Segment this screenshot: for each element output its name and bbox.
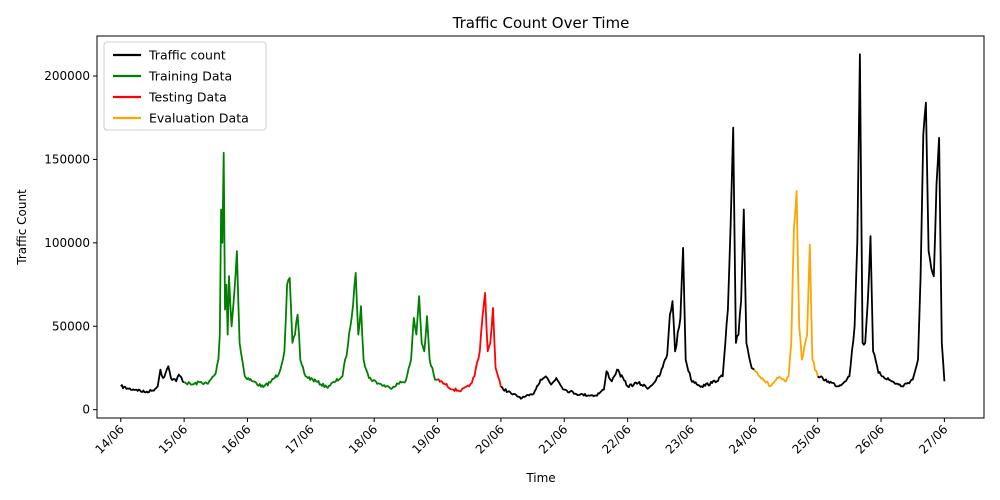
series-line-traffic-count-5: [817, 53, 946, 388]
x-axis: 14/06 15/06 16/06 17/06 18/06 19/06 20/06 21/06…: [93, 418, 951, 457]
x-tick-label: 15/06: [156, 422, 190, 456]
y-tick-label: 150000: [44, 152, 90, 166]
y-axis: 0 50000 100000 150000 200000: [44, 69, 97, 417]
y-tick-label: 50000: [52, 319, 90, 333]
legend-label: Evaluation Data: [149, 111, 249, 126]
x-tick-label: 26/06: [853, 422, 887, 456]
series-line-traffic-count-3: [500, 126, 755, 400]
x-tick-label: 19/06: [409, 422, 443, 456]
y-tick-label: 200000: [44, 69, 90, 83]
series-line-traffic-count-0: [120, 365, 185, 394]
legend-label: Testing Data: [148, 90, 227, 105]
x-tick-label: 22/06: [599, 422, 633, 456]
legend-label: Training Data: [148, 69, 232, 84]
x-tick-label: 14/06: [93, 422, 127, 456]
legend: Traffic count Training Data Testing Data Ev…: [103, 41, 267, 131]
chart-title: Traffic Count Over Time: [452, 14, 630, 32]
legend-box: [103, 41, 267, 131]
x-axis-title: Time: [525, 471, 555, 485]
x-tick-label: 20/06: [473, 422, 507, 456]
series-layer: [120, 53, 946, 400]
series-line-testing-data-2: [437, 292, 502, 393]
x-tick-label: 17/06: [283, 422, 317, 456]
x-tick-label: 21/06: [536, 422, 570, 456]
series-line-evaluation-data-4: [753, 190, 819, 388]
x-tick-label: 27/06: [916, 422, 950, 456]
y-tick-label: 0: [82, 403, 90, 417]
plot-frame: [96, 35, 985, 419]
x-tick-label: 18/06: [346, 422, 380, 456]
x-tick-label: 24/06: [726, 422, 760, 456]
x-tick-label: 23/06: [663, 422, 697, 456]
series-line-training-data-1: [183, 151, 438, 390]
y-tick-label: 100000: [44, 236, 90, 250]
y-axis-title: Traffic Count: [15, 189, 29, 266]
x-tick-label: 16/06: [219, 422, 253, 456]
x-tick-label: 25/06: [789, 422, 823, 456]
legend-label: Traffic count: [148, 48, 226, 63]
